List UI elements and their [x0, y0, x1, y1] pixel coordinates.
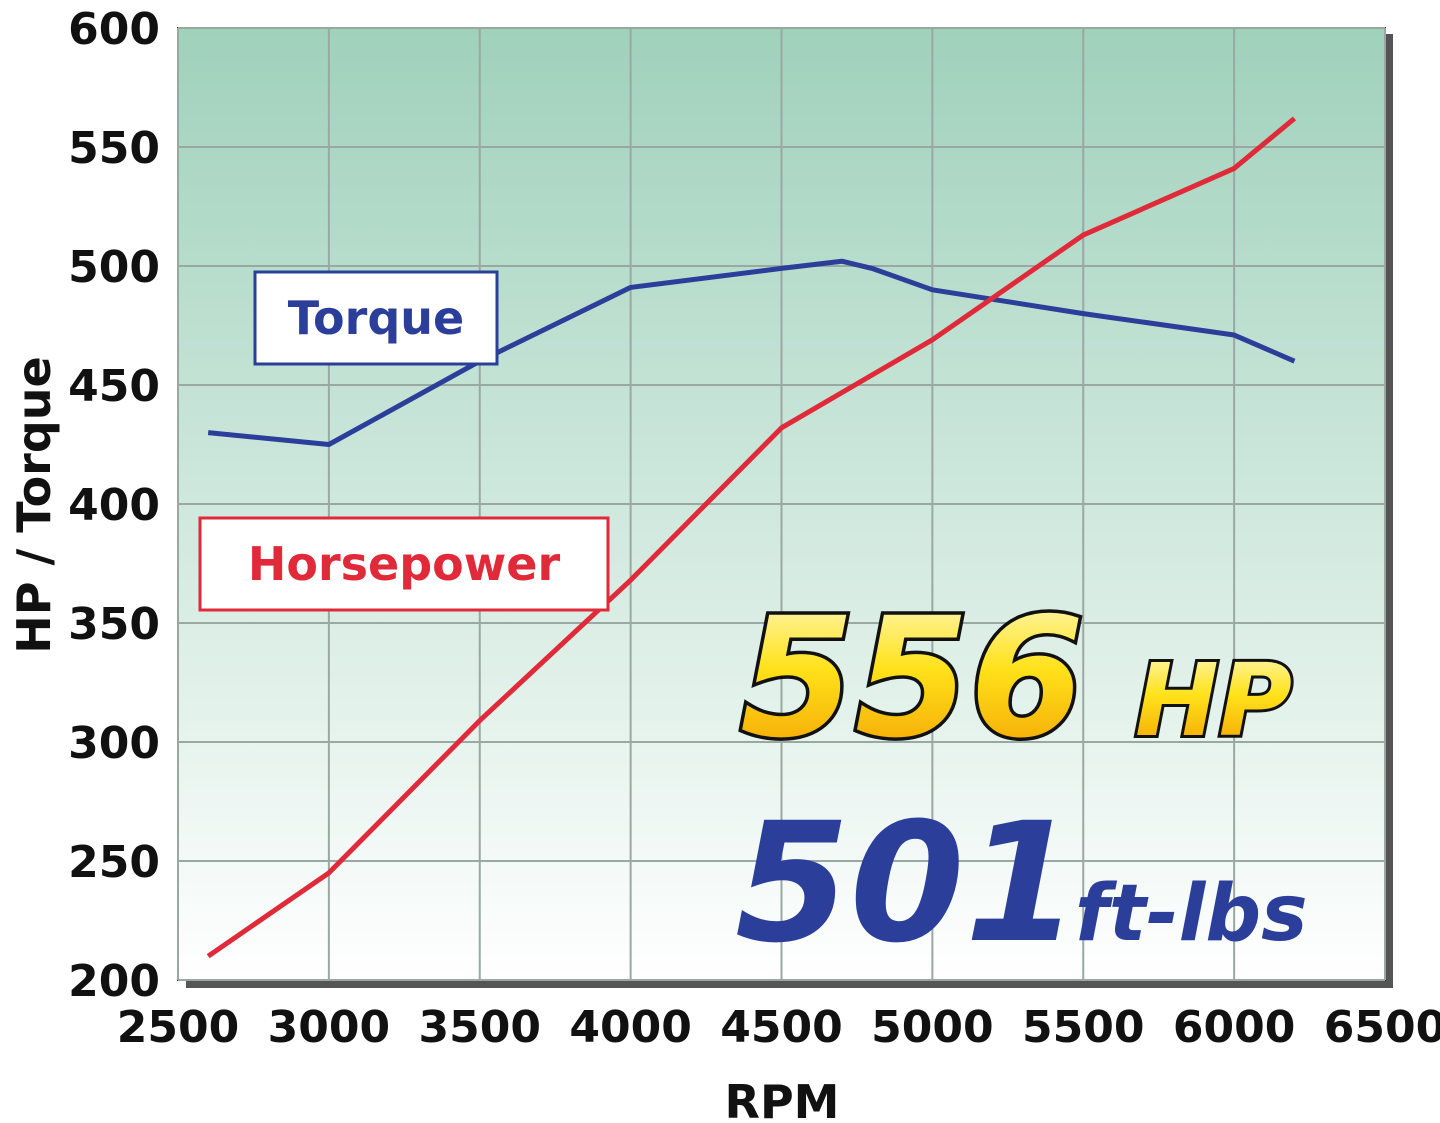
y-tick-label: 600 — [68, 4, 160, 55]
legend-horsepower-label: Horsepower — [248, 537, 561, 591]
y-tick-label: 200 — [68, 956, 160, 1007]
x-axis-label: RPM — [725, 1075, 840, 1123]
y-tick-label: 300 — [68, 718, 160, 769]
x-tick-label: 4000 — [569, 1002, 691, 1053]
tick-labels: 2500 3000 3500 4000 4500 5000 5500 6000 6500 200 2… — [68, 4, 1440, 1053]
peak-hp-annotation: 556 HP — [737, 579, 1295, 778]
peak-hp-value: 556 — [740, 582, 1084, 774]
legend-torque-label: Torque — [288, 291, 464, 345]
peak-torque-unit: ft-lbs — [1075, 869, 1308, 959]
y-axis-label: HP / Torque — [7, 356, 61, 653]
y-tick-label: 450 — [68, 361, 160, 412]
legend-horsepower: Horsepower — [198, 516, 610, 612]
x-tick-label: 6000 — [1173, 1002, 1295, 1053]
legend-torque: Torque — [253, 270, 499, 366]
y-tick-label: 550 — [68, 123, 160, 174]
x-tick-label: 5500 — [1022, 1002, 1144, 1053]
y-tick-label: 400 — [68, 480, 160, 531]
x-tick-label: 5000 — [871, 1002, 993, 1053]
peak-torque-annotation: 501 ft-lbs — [735, 787, 1308, 979]
peak-torque-value: 501 — [735, 787, 1079, 979]
x-tick-label: 4500 — [720, 1002, 842, 1053]
y-tick-label: 350 — [68, 599, 160, 650]
x-tick-label: 3500 — [419, 1002, 541, 1053]
y-tick-label: 250 — [68, 837, 160, 888]
y-tick-label: 500 — [68, 242, 160, 293]
x-tick-label: 6500 — [1324, 1002, 1440, 1053]
series-line-horsepower — [206, 116, 1297, 959]
peak-hp-unit: HP — [1135, 642, 1292, 759]
x-tick-label: 2500 — [117, 1002, 239, 1053]
series-lines — [206, 116, 1297, 959]
series-line-torque — [207, 258, 1296, 447]
x-tick-label: 3000 — [268, 1002, 390, 1053]
